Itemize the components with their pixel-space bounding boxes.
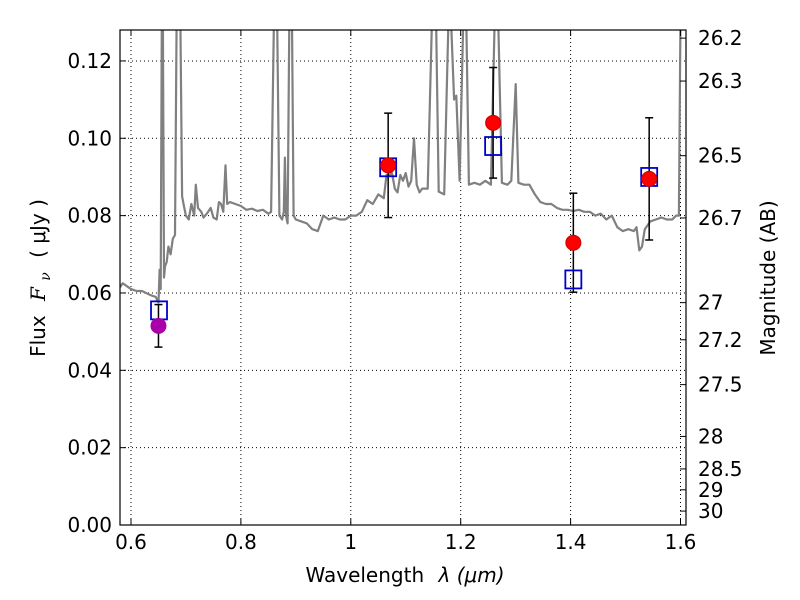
y-axis-title: Flux F ν ( μJy ) (26, 199, 55, 357)
y2-tick-label: 26.5 (698, 144, 743, 168)
y-tick-label: 0.02 (67, 436, 112, 460)
y-axis-title-text: Flux (26, 315, 50, 357)
y-tick-label: 0.06 (67, 281, 112, 305)
model-point (564, 269, 583, 290)
y-tick-label: 0.00 (67, 513, 112, 537)
x-axis-title-math: λ (μm) (438, 563, 505, 587)
y2-tick-label: 28 (698, 424, 723, 448)
y-axis-title-unit: ( μJy ) (26, 199, 50, 258)
y-tick-label: 0.04 (67, 358, 112, 382)
model-points (150, 136, 659, 321)
y-tick-label: 0.08 (67, 204, 112, 228)
x-axis: 0.6 0.8 1 1.2 1.4 1.6 (115, 30, 696, 554)
y2-tick-label: 26.7 (698, 206, 743, 230)
y-axis-title-subscript: ν (38, 272, 54, 281)
photometry-point (380, 157, 397, 174)
x-tick-label: 1.6 (665, 530, 697, 554)
y2-tick-label: 28.5 (698, 457, 743, 481)
x-tick-label: 1 (344, 530, 357, 554)
y-axis-title-symbol: F (26, 286, 50, 302)
plot-frame (119, 29, 687, 526)
y2-tick-label: 27 (698, 291, 723, 315)
model-point (484, 136, 503, 156)
y2-tick-label: 26.2 (698, 26, 743, 50)
x-axis-title: Wavelength λ (μm) (305, 563, 504, 587)
y2-tick-label: 30 (698, 499, 723, 523)
y2-tick-label: 26.3 (698, 69, 743, 93)
error-bars (154, 66, 654, 348)
photometry-point (565, 234, 582, 251)
spectrum-line (120, 30, 682, 304)
y2-tick-label: 29 (698, 478, 723, 502)
photometry-point (641, 170, 658, 187)
y-axis: 0.00 0.02 0.04 0.06 0.08 0.10 0.12 (67, 49, 126, 537)
photometry-points (150, 114, 658, 334)
grid (120, 30, 686, 526)
x-tick-label: 1.4 (555, 530, 587, 554)
x-tick-label: 1.2 (445, 530, 477, 554)
y2-tick-label: 27.2 (698, 328, 743, 352)
x-tick-label: 0.8 (225, 530, 257, 554)
photometry-point (150, 317, 167, 334)
y2-tick-label: 27.5 (698, 373, 743, 397)
photometry-point (485, 114, 502, 131)
y-tick-label: 0.12 (67, 49, 112, 73)
x-tick-label: 0.6 (115, 530, 147, 554)
x-axis-title-text: Wavelength (305, 563, 424, 587)
y2-axis-title: Magnitude (AB) (756, 200, 780, 355)
y-tick-label: 0.10 (67, 126, 112, 150)
